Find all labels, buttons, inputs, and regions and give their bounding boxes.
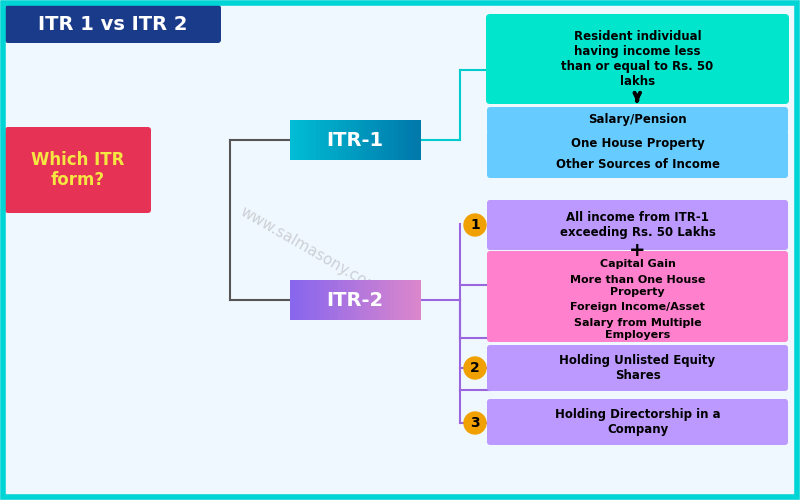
FancyBboxPatch shape: [390, 120, 395, 160]
FancyBboxPatch shape: [342, 280, 347, 320]
FancyBboxPatch shape: [398, 280, 404, 320]
Text: Salary from Multiple
Employers: Salary from Multiple Employers: [574, 318, 702, 340]
FancyBboxPatch shape: [386, 280, 390, 320]
FancyBboxPatch shape: [325, 280, 330, 320]
FancyBboxPatch shape: [294, 280, 300, 320]
FancyBboxPatch shape: [334, 280, 338, 320]
FancyBboxPatch shape: [487, 152, 788, 178]
FancyBboxPatch shape: [350, 280, 356, 320]
Text: Other Sources of Income: Other Sources of Income: [555, 158, 719, 172]
FancyBboxPatch shape: [487, 273, 788, 299]
Text: +: +: [629, 242, 646, 260]
FancyBboxPatch shape: [5, 127, 151, 213]
FancyBboxPatch shape: [402, 120, 408, 160]
FancyBboxPatch shape: [298, 120, 304, 160]
Circle shape: [464, 412, 486, 434]
Text: Salary/Pension: Salary/Pension: [588, 114, 687, 126]
Text: 3: 3: [470, 416, 480, 430]
FancyBboxPatch shape: [320, 120, 326, 160]
FancyBboxPatch shape: [359, 280, 365, 320]
FancyBboxPatch shape: [368, 280, 374, 320]
FancyBboxPatch shape: [325, 120, 330, 160]
FancyBboxPatch shape: [307, 280, 313, 320]
FancyBboxPatch shape: [312, 120, 317, 160]
FancyBboxPatch shape: [350, 120, 356, 160]
FancyBboxPatch shape: [290, 120, 295, 160]
Text: Foreign Income/Asset: Foreign Income/Asset: [570, 302, 705, 312]
FancyBboxPatch shape: [487, 251, 788, 277]
FancyBboxPatch shape: [416, 280, 421, 320]
FancyBboxPatch shape: [377, 120, 382, 160]
FancyBboxPatch shape: [487, 130, 788, 156]
Text: www.salmasony.com: www.salmasony.com: [238, 204, 382, 296]
FancyBboxPatch shape: [312, 280, 317, 320]
FancyBboxPatch shape: [398, 120, 404, 160]
FancyBboxPatch shape: [364, 120, 369, 160]
Text: Holding Unlisted Equity
Shares: Holding Unlisted Equity Shares: [559, 354, 715, 382]
FancyBboxPatch shape: [355, 120, 360, 160]
FancyBboxPatch shape: [303, 120, 308, 160]
Text: Holding Directorship in a
Company: Holding Directorship in a Company: [554, 408, 720, 436]
FancyBboxPatch shape: [394, 120, 399, 160]
FancyBboxPatch shape: [338, 280, 343, 320]
Text: ITR 1 vs ITR 2: ITR 1 vs ITR 2: [38, 14, 188, 34]
Text: ITR-2: ITR-2: [326, 290, 383, 310]
FancyBboxPatch shape: [486, 14, 789, 104]
FancyBboxPatch shape: [334, 120, 338, 160]
FancyBboxPatch shape: [407, 280, 412, 320]
FancyBboxPatch shape: [346, 120, 352, 160]
FancyBboxPatch shape: [329, 280, 334, 320]
FancyBboxPatch shape: [298, 280, 304, 320]
FancyBboxPatch shape: [316, 280, 322, 320]
FancyBboxPatch shape: [411, 280, 417, 320]
FancyBboxPatch shape: [407, 120, 412, 160]
FancyBboxPatch shape: [487, 399, 788, 445]
Circle shape: [464, 357, 486, 379]
FancyBboxPatch shape: [390, 280, 395, 320]
FancyBboxPatch shape: [386, 120, 390, 160]
FancyBboxPatch shape: [487, 345, 788, 391]
Text: All income from ITR-1
exceeding Rs. 50 Lakhs: All income from ITR-1 exceeding Rs. 50 L…: [559, 211, 715, 239]
FancyBboxPatch shape: [411, 120, 417, 160]
FancyBboxPatch shape: [487, 107, 788, 133]
Text: One House Property: One House Property: [570, 136, 704, 149]
FancyBboxPatch shape: [381, 280, 386, 320]
FancyBboxPatch shape: [307, 120, 313, 160]
FancyBboxPatch shape: [346, 280, 352, 320]
Text: ITR-1: ITR-1: [326, 130, 383, 150]
FancyBboxPatch shape: [416, 120, 421, 160]
FancyBboxPatch shape: [5, 5, 221, 43]
FancyBboxPatch shape: [294, 120, 300, 160]
Text: More than One House
Property: More than One House Property: [570, 275, 705, 297]
FancyBboxPatch shape: [320, 280, 326, 320]
Text: 1: 1: [470, 218, 480, 232]
FancyBboxPatch shape: [394, 280, 399, 320]
FancyBboxPatch shape: [303, 280, 308, 320]
FancyBboxPatch shape: [487, 200, 788, 250]
FancyBboxPatch shape: [359, 120, 365, 160]
FancyBboxPatch shape: [487, 294, 788, 320]
Text: Capital Gain: Capital Gain: [599, 259, 675, 269]
FancyBboxPatch shape: [402, 280, 408, 320]
Text: Resident individual
having income less
than or equal to Rs. 50
lakhs: Resident individual having income less t…: [562, 30, 714, 88]
FancyBboxPatch shape: [329, 120, 334, 160]
FancyBboxPatch shape: [487, 316, 788, 342]
Text: Which ITR
form?: Which ITR form?: [31, 150, 125, 190]
FancyBboxPatch shape: [364, 280, 369, 320]
FancyBboxPatch shape: [381, 120, 386, 160]
FancyBboxPatch shape: [355, 280, 360, 320]
FancyBboxPatch shape: [372, 120, 378, 160]
FancyBboxPatch shape: [372, 280, 378, 320]
FancyBboxPatch shape: [316, 120, 322, 160]
Circle shape: [464, 214, 486, 236]
FancyBboxPatch shape: [377, 280, 382, 320]
Text: 2: 2: [470, 361, 480, 375]
FancyBboxPatch shape: [368, 120, 374, 160]
FancyBboxPatch shape: [342, 120, 347, 160]
FancyBboxPatch shape: [290, 280, 295, 320]
FancyBboxPatch shape: [338, 120, 343, 160]
